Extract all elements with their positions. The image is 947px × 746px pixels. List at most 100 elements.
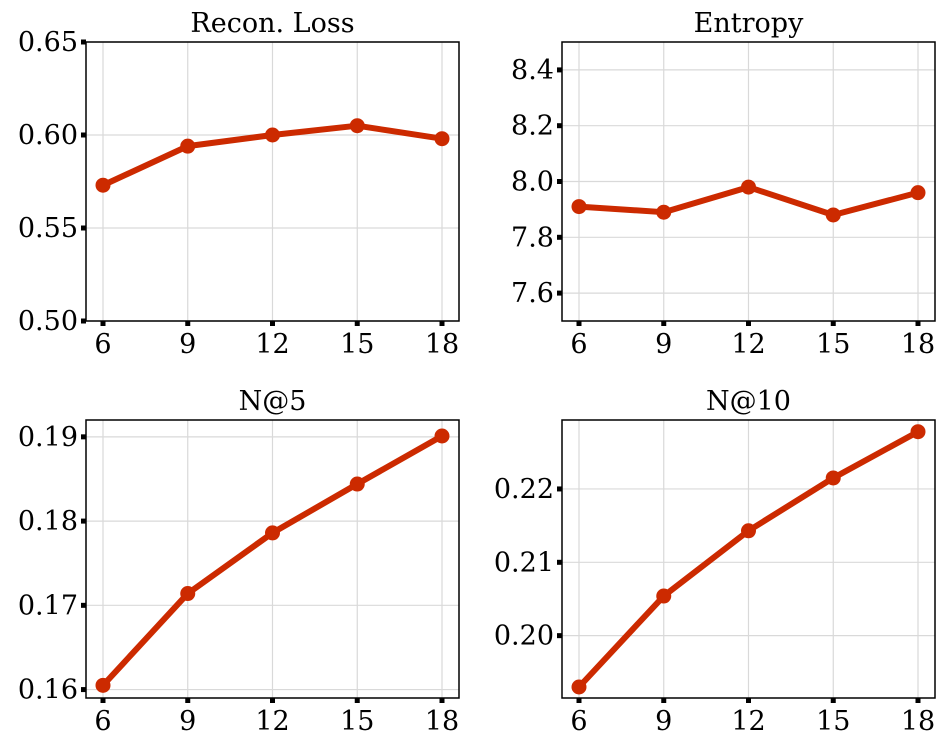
y-tick-label: 8.4 — [511, 55, 554, 86]
x-tick-mark — [185, 698, 191, 703]
x-tick-mark — [185, 321, 191, 326]
data-point — [265, 525, 280, 541]
x-tick-mark — [100, 698, 106, 703]
data-point — [180, 586, 196, 602]
chart-title: Entropy — [694, 8, 804, 39]
y-tick-mark — [81, 434, 86, 440]
data-point — [95, 677, 111, 693]
x-tick-label: 15 — [816, 329, 850, 360]
data-point — [180, 138, 196, 154]
data-point — [825, 470, 841, 486]
y-tick-mark — [81, 318, 86, 324]
x-tick-mark — [661, 698, 667, 703]
y-tick-label: 8.2 — [511, 111, 554, 142]
y-tick-mark — [557, 67, 562, 73]
x-tick-mark — [439, 321, 445, 326]
x-tick-label: 9 — [179, 329, 196, 360]
x-tick-label: 15 — [816, 706, 850, 737]
chart-title: Recon. Loss — [190, 8, 354, 39]
data-point — [265, 127, 280, 143]
data-point — [656, 588, 672, 604]
y-tick-label: 7.6 — [511, 278, 554, 309]
x-tick-label: 15 — [340, 706, 374, 737]
chart-panel-1: 0.50 0.55 0.60 0.65 6 9 12 15 18 Recon. Loss — [18, 8, 460, 360]
data-point — [349, 476, 365, 492]
x-tick-label: 6 — [94, 706, 111, 737]
x-tick-mark — [576, 321, 582, 326]
x-tick-label: 12 — [731, 329, 765, 360]
data-point — [571, 679, 587, 695]
y-tick-label: 0.16 — [18, 675, 78, 706]
y-tick-mark — [81, 602, 86, 608]
data-point — [434, 131, 450, 147]
x-tick-label: 18 — [425, 329, 459, 360]
x-tick-mark — [915, 698, 921, 703]
x-tick-label: 6 — [570, 706, 587, 737]
data-point — [434, 428, 450, 444]
chart-panel-4: 0.20 0.21 0.22 6 9 12 15 18 N@10 — [494, 386, 936, 737]
x-tick-mark — [915, 321, 921, 326]
x-tick-mark — [270, 321, 275, 326]
y-tick-mark — [81, 225, 86, 231]
chart-title: N@5 — [239, 386, 307, 417]
data-point — [95, 177, 111, 193]
y-tick-label: 7.8 — [511, 222, 554, 253]
x-tick-label: 6 — [94, 329, 111, 360]
y-tick-mark — [557, 179, 562, 184]
x-tick-label: 18 — [425, 706, 459, 737]
x-tick-label: 18 — [901, 706, 935, 737]
data-point — [825, 207, 841, 223]
chart-panel-2: 7.6 7.8 8.0 8.2 8.4 6 9 12 15 18 Entropy — [511, 8, 936, 360]
data-point — [741, 179, 756, 195]
y-tick-label: 0.19 — [18, 422, 78, 453]
x-tick-label: 12 — [255, 329, 289, 360]
y-tick-mark — [557, 486, 562, 492]
x-tick-label: 9 — [655, 706, 672, 737]
x-tick-mark — [746, 321, 751, 326]
data-point — [741, 523, 756, 539]
x-tick-label: 18 — [901, 329, 935, 360]
y-tick-mark — [557, 559, 562, 565]
y-tick-label: 0.65 — [18, 27, 78, 58]
x-tick-mark — [439, 698, 445, 703]
y-tick-label: 0.21 — [494, 547, 554, 578]
x-tick-mark — [270, 698, 275, 703]
x-tick-mark — [354, 321, 360, 326]
x-tick-mark — [746, 698, 751, 703]
y-tick-mark — [81, 39, 86, 45]
x-tick-label: 12 — [255, 706, 289, 737]
chart-title: N@10 — [706, 386, 791, 417]
y-tick-mark — [81, 687, 86, 693]
data-point — [910, 424, 926, 440]
chart-panel-3: 0.16 0.17 0.18 0.19 6 9 12 15 18 N@5 — [18, 386, 460, 737]
x-tick-label: 9 — [179, 706, 196, 737]
y-tick-label: 0.18 — [18, 506, 78, 537]
y-tick-mark — [557, 290, 562, 296]
y-tick-label: 0.22 — [494, 474, 554, 505]
x-tick-mark — [661, 321, 667, 326]
y-tick-mark — [81, 518, 86, 524]
x-tick-mark — [100, 321, 106, 326]
data-point — [910, 185, 926, 201]
x-tick-mark — [354, 698, 360, 703]
data-point — [571, 199, 587, 215]
y-tick-label: 0.60 — [18, 120, 78, 151]
x-tick-label: 9 — [655, 329, 672, 360]
x-tick-mark — [830, 698, 836, 703]
y-tick-mark — [557, 123, 562, 129]
y-tick-label: 0.20 — [494, 621, 554, 652]
x-tick-label: 15 — [340, 329, 374, 360]
x-tick-mark — [830, 321, 836, 326]
y-tick-mark — [557, 234, 562, 240]
y-tick-label: 8.0 — [511, 167, 554, 198]
x-tick-label: 12 — [731, 706, 765, 737]
y-tick-label: 0.17 — [18, 590, 78, 621]
data-point — [349, 118, 365, 134]
y-tick-mark — [81, 132, 86, 138]
y-tick-mark — [557, 633, 562, 639]
data-point — [656, 204, 672, 220]
x-tick-label: 6 — [570, 329, 587, 360]
y-tick-label: 0.55 — [18, 213, 78, 244]
y-tick-label: 0.50 — [18, 306, 78, 337]
